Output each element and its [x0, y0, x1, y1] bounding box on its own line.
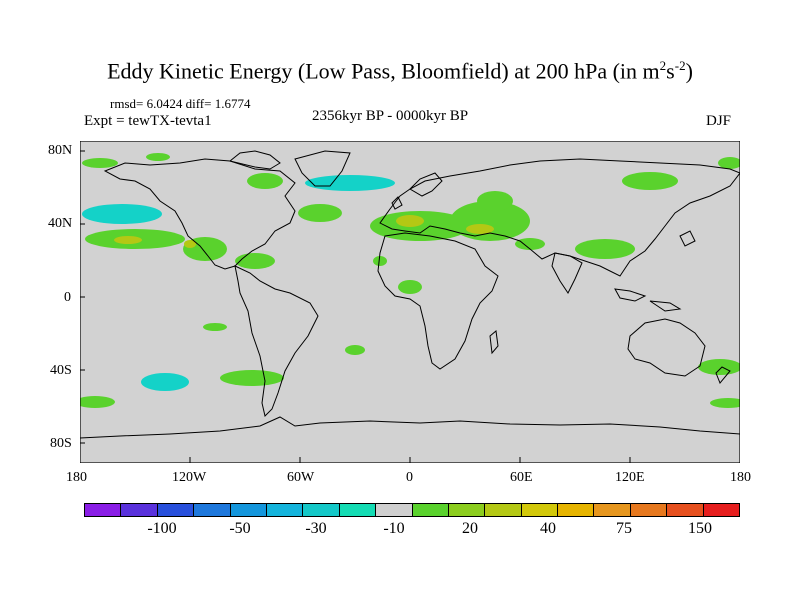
colorbar-swatch [521, 504, 559, 516]
colorbar-swatch [448, 504, 486, 516]
colorbar-swatch [85, 504, 122, 516]
lat-label: 40N [48, 216, 73, 231]
lon-label: 0 [406, 470, 413, 485]
colorbar-swatch [121, 504, 158, 516]
colorbar-swatch [230, 504, 267, 516]
anomaly-strong [184, 240, 196, 248]
anomaly-positive [477, 191, 513, 211]
colorbar-swatch [485, 504, 522, 516]
colorbar [84, 503, 740, 517]
anomaly-positive [710, 398, 740, 408]
anomaly-positive [622, 172, 678, 190]
colorbar-label: 20 [462, 520, 478, 537]
chart-title: Eddy Kinetic Energy (Low Pass, Bloomfiel… [107, 58, 693, 84]
anomaly-regions [80, 153, 740, 408]
anomaly-positive [220, 370, 284, 386]
anomaly-negative [141, 373, 189, 391]
colorbar-swatch [339, 504, 377, 516]
lon-label: 60W [287, 470, 315, 485]
colorbar-swatch [266, 504, 304, 516]
colorbar-label: -10 [383, 520, 405, 537]
colorbar-swatch [703, 504, 740, 516]
anomaly-positive [575, 239, 635, 259]
period-label: 2356kyr BP - 0000kyr BP [312, 108, 469, 124]
lat-label: 80S [50, 436, 72, 451]
anomaly-positive [298, 204, 342, 222]
colorbar-swatch [667, 504, 704, 516]
axis-ticks [80, 150, 631, 463]
colorbar-swatch [558, 504, 595, 516]
anomaly-positive [146, 153, 170, 161]
lat-label: 0 [64, 290, 71, 305]
lat-label: 80N [48, 143, 73, 158]
season-label: DJF [706, 113, 732, 129]
anomaly-positive [398, 280, 422, 294]
anomaly-positive [698, 359, 740, 375]
map-plot [80, 141, 740, 463]
colorbar-swatch [630, 504, 668, 516]
anomaly-positive [203, 323, 227, 331]
anomaly-strong [396, 215, 424, 227]
colorbar-swatch [594, 504, 631, 516]
coastlines [80, 150, 740, 439]
anomaly-positive [373, 256, 387, 266]
anomaly-positive [515, 238, 545, 250]
map-background [80, 141, 740, 463]
colorbar-swatch [303, 504, 340, 516]
anomaly-negative [305, 175, 395, 191]
colorbar-swatch [376, 504, 413, 516]
anomaly-positive [345, 345, 365, 355]
lon-label: 180 [66, 470, 87, 485]
anomaly-positive [370, 211, 470, 241]
colorbar-label: -30 [305, 520, 327, 537]
lon-label: 60E [510, 470, 533, 485]
colorbar-swatch [157, 504, 195, 516]
anomaly-positive [718, 157, 740, 169]
stats-label: rmsd= 6.0424 diff= 1.6774 [110, 96, 251, 111]
anomaly-positive [235, 253, 275, 269]
lon-label: 120W [172, 470, 207, 485]
colorbar-label: 40 [540, 520, 556, 537]
colorbar-label: -50 [229, 520, 251, 537]
lat-label: 40S [50, 363, 72, 378]
lon-label: 180 [730, 470, 751, 485]
lon-label: 120E [615, 470, 645, 485]
colorbar-label: -100 [147, 520, 177, 537]
colorbar-swatch [412, 504, 449, 516]
anomaly-strong [114, 236, 142, 244]
anomaly-positive [80, 396, 115, 408]
anomaly-negative [82, 204, 162, 224]
colorbar-label: 150 [688, 520, 712, 537]
experiment-label: Expt = tewTX-tevta1 [84, 113, 212, 129]
anomaly-strong [466, 224, 494, 234]
anomaly-positive [247, 173, 283, 189]
colorbar-swatch [194, 504, 231, 516]
anomaly-positive [82, 158, 118, 168]
colorbar-label: 75 [616, 520, 632, 537]
